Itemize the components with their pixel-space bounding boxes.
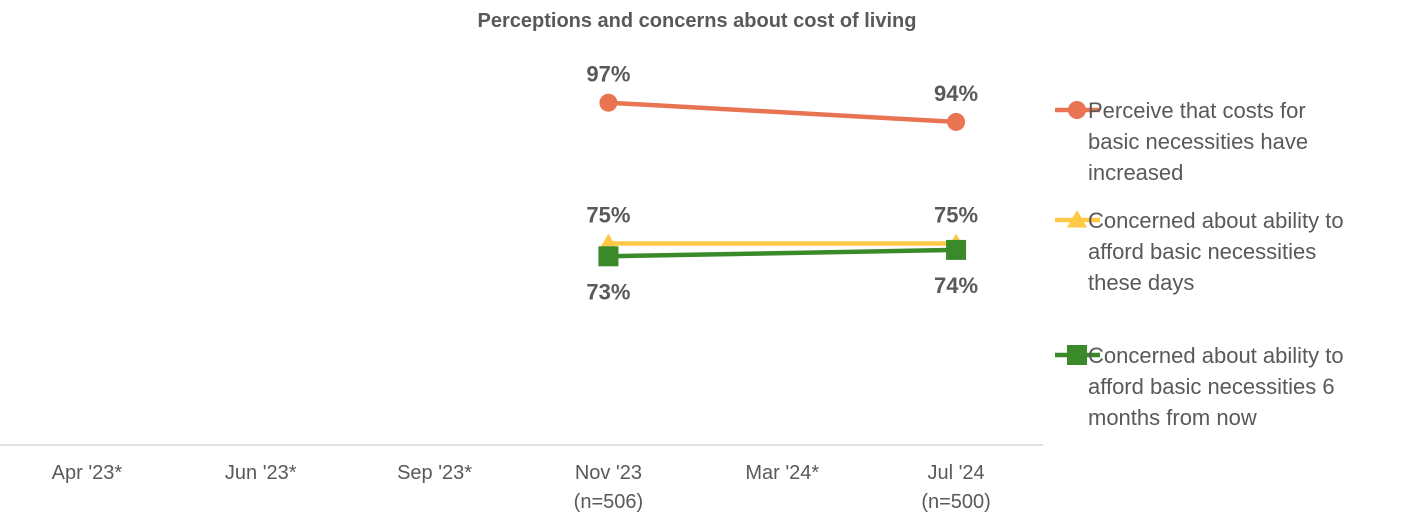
- x-tick-label: Jul '24 (n=500): [921, 462, 991, 513]
- series-circle: [599, 93, 966, 131]
- data-label: 75%: [934, 203, 978, 228]
- x-tick-label: Nov '23 (n=506): [574, 462, 644, 513]
- x-tick-label: Mar '24*: [745, 462, 819, 484]
- legend-label: Concerned about ability to afford basic n…: [1088, 343, 1344, 430]
- series-triangle: [598, 233, 967, 251]
- legend-label: Perceive that costs for basic necessities…: [1088, 98, 1308, 185]
- legend: Perceive that costs for basic necessities…: [1055, 98, 1344, 430]
- legend-item: Perceive that costs for basic necessities…: [1055, 98, 1308, 185]
- legend-label-line: afford basic necessities 6: [1088, 374, 1335, 399]
- data-labels: 97% 94% 75% 75% 73% 74%: [586, 62, 978, 305]
- legend-label-line: basic necessities have: [1088, 129, 1308, 154]
- series-line: [608, 100, 957, 125]
- x-tick-label-line: Sep '23*: [397, 462, 472, 484]
- legend-swatch-marker: [1067, 210, 1087, 228]
- data-label: 97%: [586, 62, 630, 87]
- legend-label-line: months from now: [1088, 405, 1257, 430]
- data-point-marker: [947, 112, 966, 131]
- x-tick-label-line: Apr '23*: [52, 462, 123, 484]
- x-tick-label: Sep '23*: [397, 462, 472, 484]
- data-label: 73%: [586, 279, 630, 304]
- legend-item: Concerned about ability to afford basic n…: [1055, 208, 1344, 295]
- data-point-marker: [599, 93, 618, 112]
- legend-label-line: Perceive that costs for: [1088, 98, 1306, 123]
- series-square: [598, 239, 967, 267]
- x-tick-label-line: Nov '23: [575, 462, 642, 484]
- legend-item: Concerned about ability to afford basic n…: [1055, 343, 1344, 430]
- x-tick-label-line: Jun '23*: [225, 462, 297, 484]
- x-tick-label: Apr '23*: [52, 462, 123, 484]
- legend-label: Concerned about ability to afford basic n…: [1088, 208, 1344, 295]
- series-line: [608, 247, 957, 259]
- x-tick-label-line: (n=500): [921, 491, 991, 513]
- data-label: 74%: [934, 273, 978, 298]
- data-label: 94%: [934, 81, 978, 106]
- data-point-marker: [946, 239, 967, 260]
- legend-label-line: increased: [1088, 160, 1183, 185]
- legend-swatch-marker: [1067, 345, 1087, 365]
- legend-label-line: afford basic necessities: [1088, 239, 1316, 264]
- x-tick-label: Jun '23*: [225, 462, 297, 484]
- legend-label-line: Concerned about ability to: [1088, 343, 1344, 368]
- x-tick-label-line: Jul '24: [927, 462, 984, 484]
- legend-label-line: these days: [1088, 270, 1194, 295]
- chart-title: Perceptions and concerns about cost of l…: [478, 10, 917, 32]
- series-group: [598, 93, 967, 267]
- x-tick-label-line: (n=506): [574, 491, 644, 513]
- data-label: 75%: [586, 203, 630, 228]
- legend-swatch-marker: [1068, 101, 1086, 119]
- legend-label-line: Concerned about ability to: [1088, 208, 1344, 233]
- x-tick-label-line: Mar '24*: [745, 462, 819, 484]
- data-point-marker: [598, 246, 619, 267]
- x-axis: Apr '23* Jun '23* Sep '23* Nov '23 (n=506) Ma…: [0, 444, 1043, 513]
